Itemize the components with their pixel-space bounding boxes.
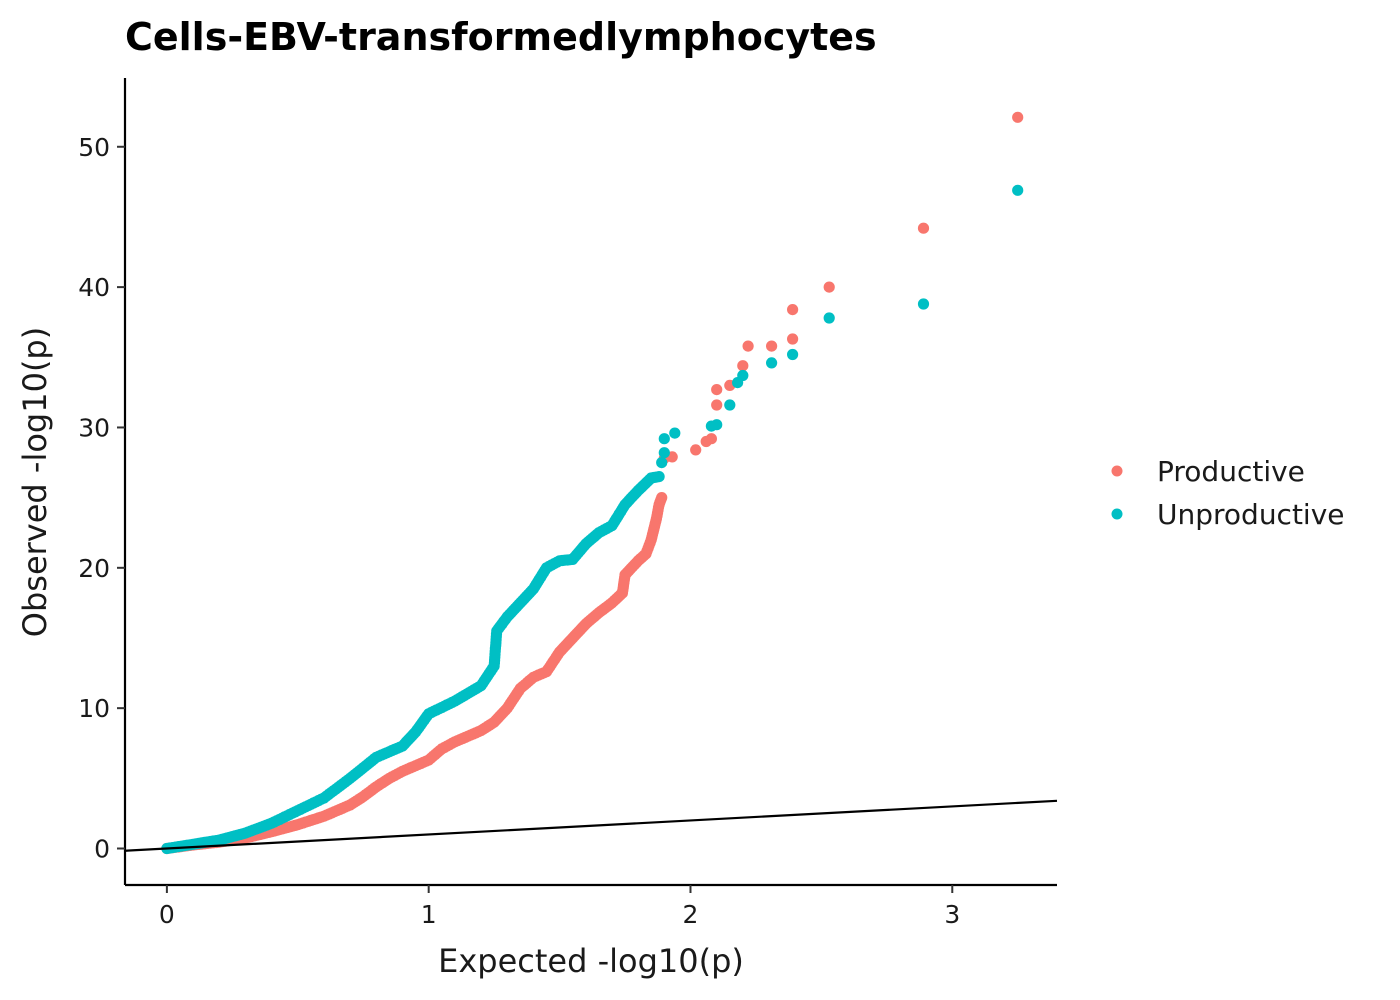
reference-line <box>124 799 1058 852</box>
y-tick-label: 50 <box>78 133 110 162</box>
data-point <box>690 444 702 456</box>
y-tick-label: 40 <box>78 273 110 302</box>
y-axis-title: Observed -log10(p) <box>16 327 54 637</box>
x-tick-label: 1 <box>421 900 437 929</box>
y-tick-label: 30 <box>78 413 110 442</box>
data-point <box>1012 184 1024 196</box>
data-point <box>658 433 670 445</box>
data-point <box>823 312 835 324</box>
data-point <box>724 399 736 411</box>
legend: Productive Unproductive <box>1111 455 1345 531</box>
chart-title: Cells-EBV-transformedlymphocytes <box>125 15 877 59</box>
y-tick-label: 10 <box>78 694 110 723</box>
y-axis-ticks: 0 10 20 30 40 50 <box>78 133 125 864</box>
legend-label-unproductive: Unproductive <box>1157 498 1345 531</box>
x-tick-label: 3 <box>944 900 960 929</box>
series-unproductive <box>161 184 1024 855</box>
data-point <box>787 348 799 361</box>
x-tick-label: 2 <box>683 900 699 929</box>
data-point <box>742 340 754 352</box>
legend-key-unproductive <box>1111 508 1123 520</box>
data-point <box>787 304 799 316</box>
legend-key-productive <box>1111 465 1123 477</box>
data-point <box>766 340 778 352</box>
data-point <box>711 399 723 411</box>
x-axis-ticks: 0 1 2 3 <box>159 885 960 929</box>
data-point <box>711 419 723 431</box>
data-point <box>653 471 665 483</box>
x-axis-title: Expected -log10(p) <box>438 942 744 980</box>
data-point <box>917 222 930 234</box>
data-point <box>656 457 668 469</box>
data-point <box>705 433 718 445</box>
data-point <box>658 447 670 459</box>
legend-label-productive: Productive <box>1157 455 1305 488</box>
data-point <box>711 384 723 396</box>
x-tick-label: 0 <box>159 900 175 929</box>
y-tick-label: 20 <box>78 554 110 583</box>
data-point <box>669 427 681 439</box>
series-productive <box>161 111 1024 855</box>
data-point <box>656 492 668 504</box>
data-point <box>737 369 749 382</box>
data-point <box>917 298 930 310</box>
data-point <box>737 360 749 372</box>
data-point <box>823 281 835 293</box>
data-point <box>766 357 778 369</box>
data-point <box>787 333 799 345</box>
data-point <box>1012 111 1024 123</box>
plot-area <box>124 111 1058 855</box>
y-tick-label: 0 <box>94 835 110 864</box>
